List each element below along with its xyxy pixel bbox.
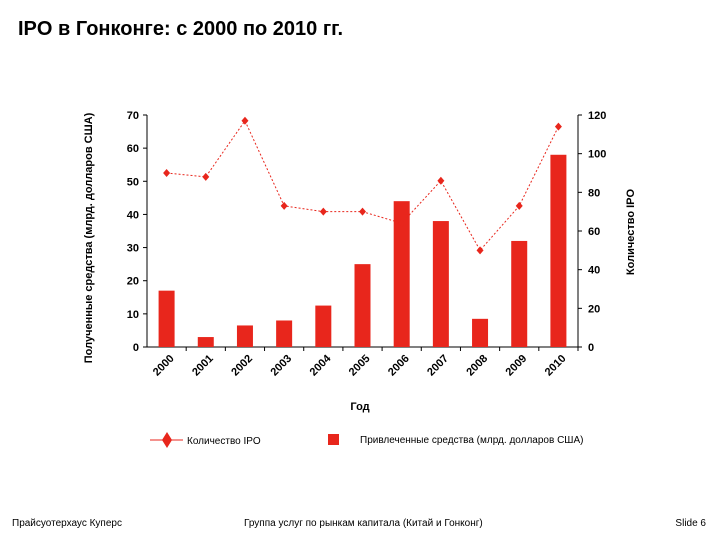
x-tick-label: 2004: [308, 352, 334, 378]
x-tick-label: 2006: [386, 353, 412, 379]
bar: [158, 290, 175, 347]
right-tick-label: 120: [588, 110, 606, 122]
legend-funds-raised: Привлеченные средства (млрд. долларов СШ…: [360, 435, 583, 446]
right-axis: 0 20 40 60 80 100 120: [577, 110, 606, 354]
page-title: IPO в Гонконге: с 2000 по 2010 гг.: [18, 18, 344, 40]
legend: Количество IPO Привлеченные средства (мл…: [150, 432, 583, 448]
right-tick-label: 60: [588, 226, 600, 238]
bar: [197, 337, 214, 347]
right-tick-label: 80: [588, 187, 600, 199]
y2-axis-label: Количество IPO: [625, 189, 637, 276]
ipo-count-line: [166, 119, 559, 252]
bar: [236, 325, 253, 347]
left-tick-label: 0: [133, 342, 139, 354]
bar: [472, 318, 489, 347]
left-tick-label: 70: [127, 110, 139, 122]
line-point: [359, 207, 366, 216]
bar: [276, 320, 293, 347]
right-tick-label: 40: [588, 265, 600, 277]
line-point: [398, 219, 406, 228]
line-point: [437, 176, 445, 185]
x-tick-label: 2010: [543, 353, 569, 379]
x-tick-label: 2007: [425, 353, 451, 379]
bar: [315, 305, 332, 347]
line-point: [280, 201, 288, 210]
x-tick-label: 2005: [347, 353, 373, 379]
line-series: [163, 116, 562, 255]
left-tick-label: 60: [127, 143, 139, 155]
bar: [354, 264, 371, 347]
x-tick-label: 2003: [268, 353, 294, 379]
legend-bar-swatch: [328, 434, 339, 445]
x-tick-label: 2000: [151, 353, 177, 379]
bar-series: [158, 154, 567, 347]
bar: [432, 221, 449, 347]
legend-ipo-count: Количество IPO: [187, 436, 261, 447]
line-point: [476, 246, 484, 255]
line-point: [163, 169, 171, 177]
line-point: [202, 172, 210, 181]
line-point: [241, 116, 249, 125]
left-tick-label: 40: [127, 209, 139, 221]
line-point: [319, 207, 327, 216]
bar: [511, 240, 528, 347]
x-tick-label: 2009: [504, 353, 530, 379]
bar: [393, 201, 410, 347]
left-tick-label: 10: [127, 309, 139, 321]
y-axis-label: Полученные средства (млрд. долларов США): [83, 112, 95, 363]
x-tick-label: 2008: [464, 353, 490, 379]
left-axis: 0 10 20 30 40 50 60 70: [127, 110, 578, 354]
right-tick-label: 100: [588, 149, 606, 161]
legend-diamond-icon: [162, 432, 172, 448]
line-point: [554, 122, 562, 131]
x-tick-label: 2001: [190, 353, 216, 379]
bar: [550, 154, 567, 347]
x-axis-ticks: 2000 2001 2002 2003 2004 2005 2006 2007 2008 2009…: [151, 347, 579, 379]
left-tick-label: 50: [127, 176, 139, 188]
right-tick-label: 20: [588, 303, 600, 315]
x-tick-label: 2002: [229, 353, 255, 379]
footer-right: Slide 6: [675, 518, 706, 529]
left-tick-label: 20: [127, 276, 139, 288]
right-tick-label: 0: [588, 342, 594, 354]
line-point: [515, 201, 523, 210]
footer-center: Группа услуг по рынкам капитала (Китай и…: [244, 518, 483, 529]
footer-left: Прайсуотерхаус Куперс: [12, 518, 122, 529]
left-tick-label: 30: [127, 243, 139, 255]
x-axis-label: Год: [350, 401, 369, 413]
